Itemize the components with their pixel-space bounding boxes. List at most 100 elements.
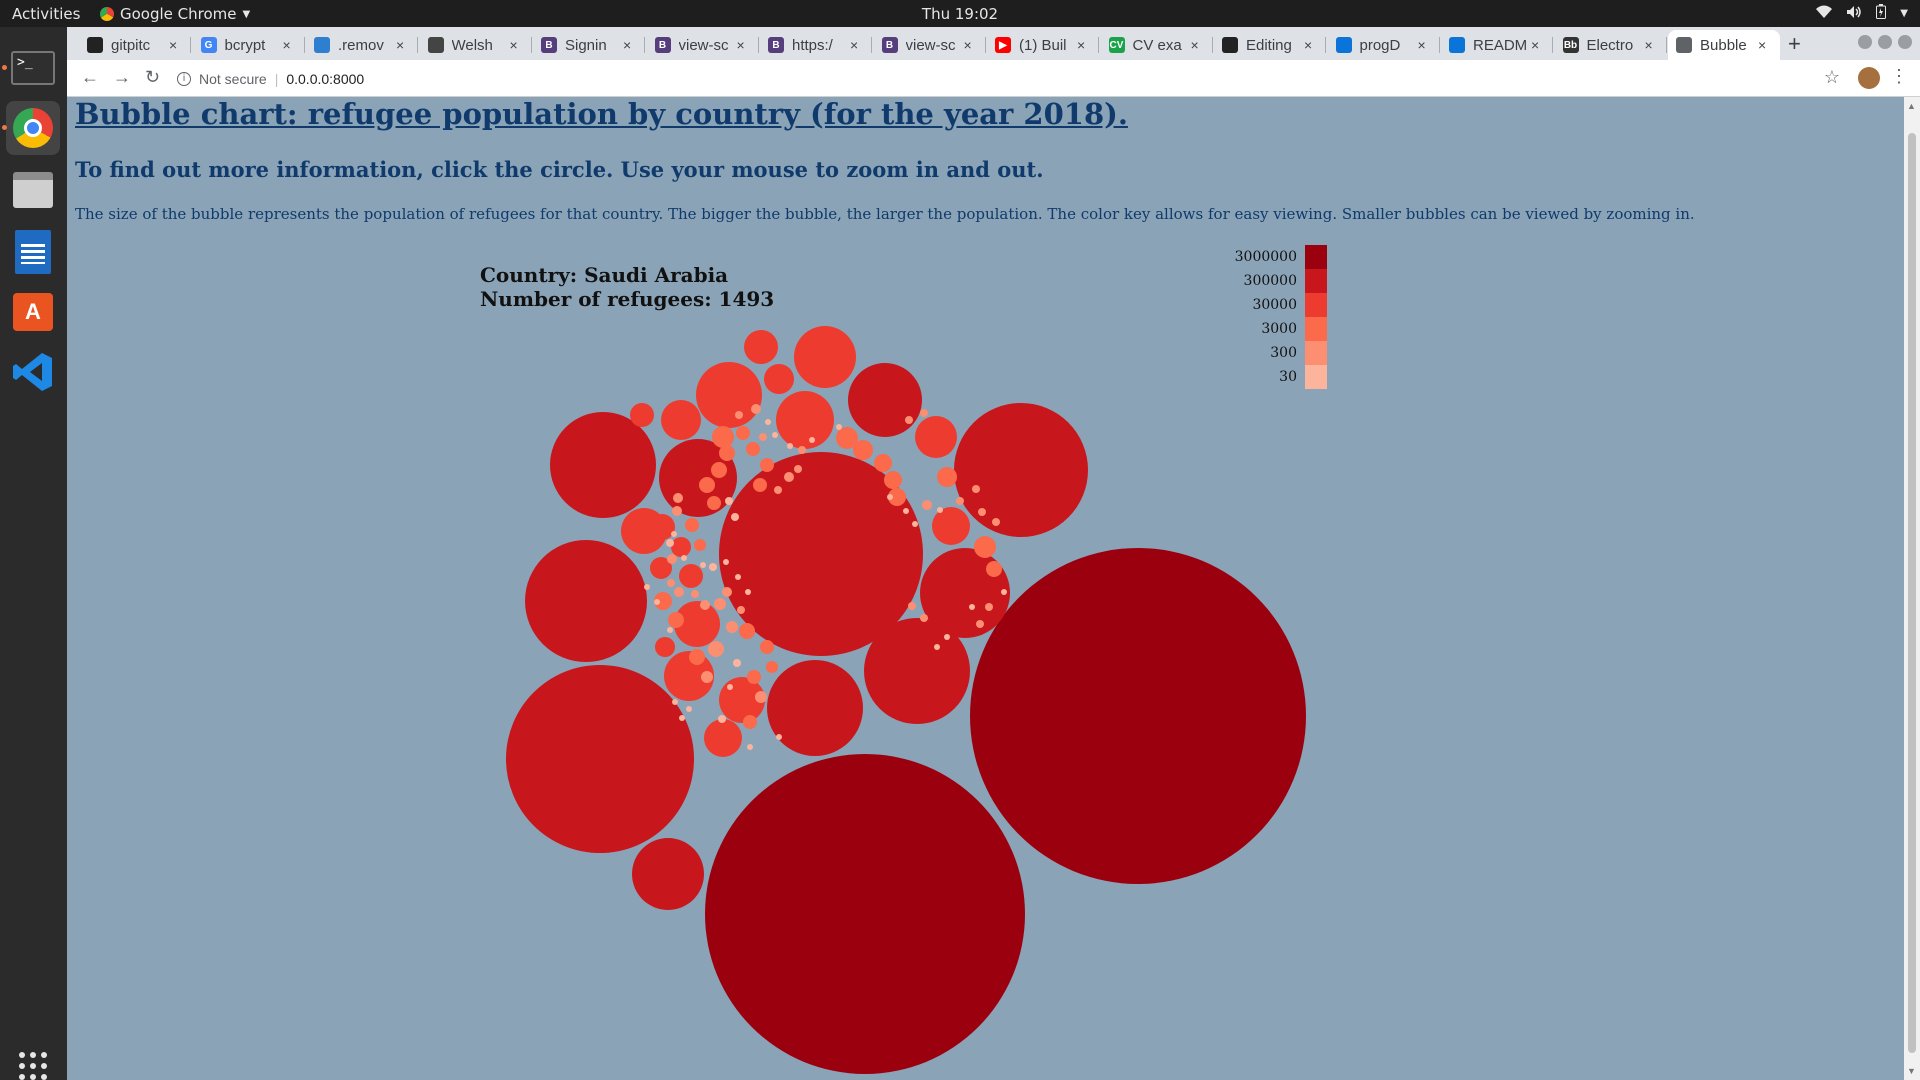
close-tab-icon[interactable]: × — [169, 37, 178, 53]
country-bubble[interactable] — [737, 606, 745, 614]
country-bubble[interactable] — [723, 559, 729, 565]
country-bubble[interactable] — [686, 706, 692, 712]
browser-tab[interactable]: gitpitc × — [79, 30, 191, 60]
scroll-down-icon[interactable]: ▼ — [1907, 1066, 1916, 1076]
country-bubble[interactable] — [1001, 589, 1007, 595]
country-bubble[interactable] — [884, 471, 902, 489]
country-bubble[interactable] — [972, 485, 980, 493]
country-bubble[interactable] — [751, 404, 761, 414]
close-tab-icon[interactable]: × — [509, 37, 518, 53]
country-bubble[interactable] — [853, 440, 873, 460]
close-tab-icon[interactable]: × — [963, 37, 972, 53]
address-bar[interactable]: i Not secure | 0.0.0.0:8000 — [177, 64, 1897, 93]
country-bubble[interactable] — [794, 465, 802, 473]
dock-terminal[interactable]: >_ — [6, 41, 60, 95]
country-bubble[interactable] — [672, 506, 682, 516]
browser-tab[interactable]: Bb Electro × — [1555, 30, 1667, 60]
country-bubble[interactable] — [718, 715, 726, 723]
country-bubble[interactable] — [986, 561, 1002, 577]
close-tab-icon[interactable]: × — [282, 37, 291, 53]
country-bubble[interactable] — [644, 584, 650, 590]
vertical-scrollbar[interactable]: ▲ ▼ — [1904, 97, 1920, 1080]
country-bubble[interactable] — [874, 454, 892, 472]
country-bubble[interactable] — [673, 493, 683, 503]
country-bubble[interactable] — [632, 838, 704, 910]
country-bubble[interactable] — [944, 634, 950, 640]
country-bubble[interactable] — [887, 494, 893, 500]
country-bubble[interactable] — [798, 446, 806, 454]
country-bubble[interactable] — [934, 644, 940, 650]
country-bubble[interactable] — [681, 555, 687, 561]
country-bubble[interactable] — [708, 641, 724, 657]
country-bubble[interactable] — [765, 419, 771, 425]
country-bubble[interactable] — [888, 488, 906, 506]
country-bubble[interactable] — [760, 458, 774, 472]
profile-avatar[interactable] — [1858, 67, 1880, 89]
country-bubble[interactable] — [903, 508, 909, 514]
country-bubble[interactable] — [970, 548, 1306, 884]
country-bubble[interactable] — [954, 403, 1088, 537]
close-tab-icon[interactable]: × — [850, 37, 859, 53]
country-bubble[interactable] — [746, 442, 760, 456]
country-bubble[interactable] — [726, 621, 738, 633]
country-bubble[interactable] — [707, 496, 721, 510]
country-bubble[interactable] — [920, 409, 928, 417]
scroll-up-icon[interactable]: ▲ — [1907, 101, 1916, 111]
country-bubble[interactable] — [701, 671, 713, 683]
country-bubble[interactable] — [655, 637, 675, 657]
country-bubble[interactable] — [787, 443, 793, 449]
country-bubble[interactable] — [719, 445, 735, 461]
country-bubble[interactable] — [908, 602, 916, 610]
country-bubble[interactable] — [772, 432, 778, 438]
country-bubble[interactable] — [764, 364, 794, 394]
browser-tab[interactable]: READM × — [1441, 30, 1553, 60]
country-bubble[interactable] — [836, 427, 858, 449]
country-bubble[interactable] — [672, 699, 678, 705]
close-tab-icon[interactable]: × — [1304, 37, 1313, 53]
country-bubble[interactable] — [776, 391, 834, 449]
close-tab-icon[interactable]: × — [1644, 37, 1653, 53]
country-bubble[interactable] — [784, 472, 794, 482]
country-bubble[interactable] — [671, 537, 691, 557]
close-tab-icon[interactable]: × — [396, 37, 405, 53]
browser-tab[interactable]: .remov × — [306, 30, 418, 60]
country-bubble[interactable] — [661, 400, 701, 440]
country-bubble[interactable] — [725, 497, 733, 505]
dock-chrome[interactable] — [6, 101, 60, 155]
country-bubble[interactable] — [506, 665, 694, 853]
country-bubble[interactable] — [937, 507, 943, 513]
show-applications-button[interactable] — [6, 1041, 60, 1080]
country-bubble[interactable] — [667, 554, 677, 564]
country-bubble[interactable] — [674, 601, 720, 647]
country-bubble[interactable] — [704, 719, 742, 757]
country-bubble[interactable] — [667, 627, 673, 633]
country-bubble[interactable] — [736, 426, 750, 440]
country-bubble[interactable] — [674, 587, 684, 597]
country-bubble[interactable] — [985, 603, 993, 611]
country-bubble[interactable] — [747, 670, 761, 684]
country-bubble[interactable] — [776, 734, 782, 740]
country-bubble[interactable] — [696, 362, 762, 428]
country-bubble[interactable] — [956, 497, 964, 505]
country-bubble[interactable] — [937, 467, 957, 487]
scrollbar-thumb[interactable] — [1908, 133, 1916, 1053]
country-bubble[interactable] — [755, 691, 767, 703]
country-bubble[interactable] — [679, 715, 685, 721]
country-bubble[interactable] — [649, 514, 675, 540]
country-bubble[interactable] — [650, 557, 672, 579]
country-bubble[interactable] — [915, 416, 957, 458]
country-bubble[interactable] — [700, 600, 710, 610]
country-bubble[interactable] — [722, 587, 732, 597]
country-bubble[interactable] — [735, 574, 741, 580]
country-bubble[interactable] — [912, 521, 918, 527]
country-bubble[interactable] — [668, 612, 684, 628]
page-title[interactable]: Bubble chart: refugee population by coun… — [75, 97, 1128, 131]
country-bubble[interactable] — [774, 486, 782, 494]
close-tab-icon[interactable]: × — [623, 37, 632, 53]
country-bubble[interactable] — [711, 462, 727, 478]
country-bubble[interactable] — [714, 598, 726, 610]
country-bubble[interactable] — [745, 589, 751, 595]
browser-tab[interactable]: CV CV exa × — [1101, 30, 1213, 60]
